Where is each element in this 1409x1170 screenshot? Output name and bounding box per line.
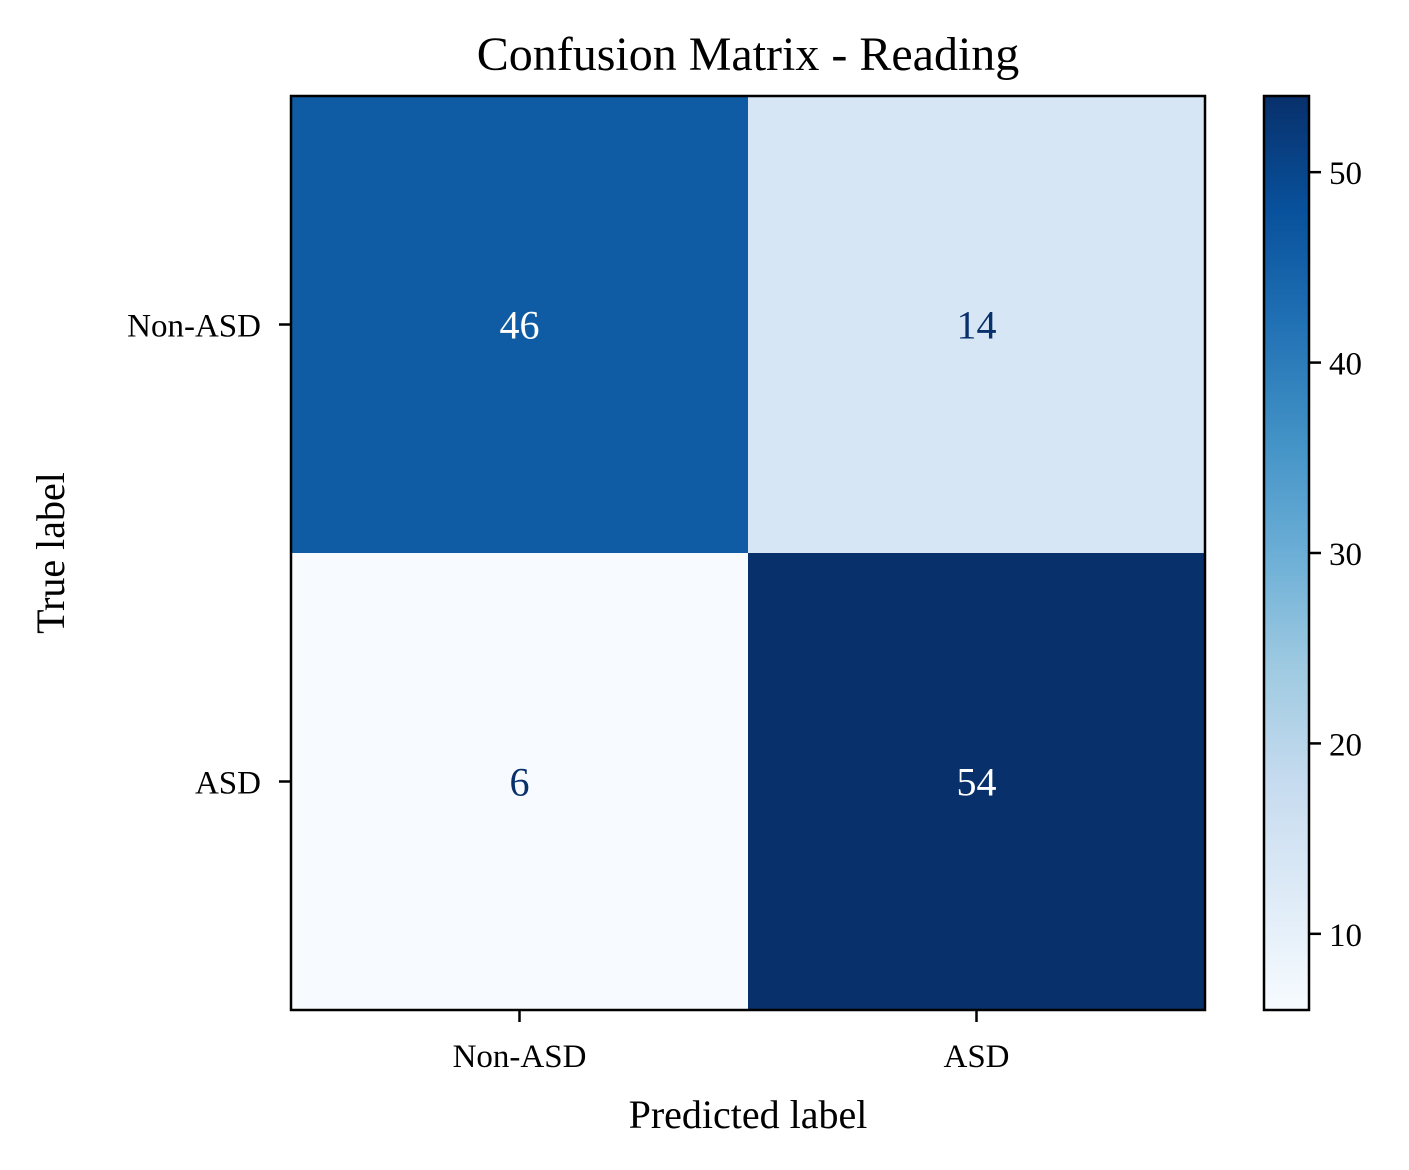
cell-value-label: 6 [510,760,530,805]
cell-value-label: 46 [500,303,540,348]
y-tick-label: ASD [195,766,261,802]
chart-title: Confusion Matrix - Reading [477,28,1020,81]
heatmap-cell [291,96,749,554]
x-axis-ticks: Non-ASD ASD [453,1010,1010,1075]
y-tick-label: Non-ASD [127,309,261,345]
x-axis-label: Predicted label [629,1092,868,1137]
colorbar-tick-label: 20 [1329,727,1362,763]
heatmap-cell [748,553,1206,1011]
colorbar-tick-label: 50 [1329,156,1362,192]
colorbar-tick-label: 30 [1329,537,1362,573]
heatmap-cell-labels: 46 14 6 54 [500,303,997,805]
heatmap-cells [291,96,1206,1011]
y-axis-ticks: Non-ASD ASD [127,309,291,802]
plot-frame [289,94,1207,1012]
colorbar-ticks: 10 20 30 40 50 [1309,156,1362,954]
heatmap-cell [291,553,749,1011]
x-tick-label: ASD [943,1039,1009,1075]
colorbar-tick-label: 10 [1329,918,1362,954]
colorbar-tick-label: 40 [1329,347,1362,383]
y-axis-label: True label [28,472,73,634]
heatmap-cell [748,96,1206,554]
cell-value-label: 14 [957,303,997,348]
colorbar [1262,94,1311,1012]
cell-value-label: 54 [957,760,997,805]
x-tick-label: Non-ASD [453,1039,587,1075]
